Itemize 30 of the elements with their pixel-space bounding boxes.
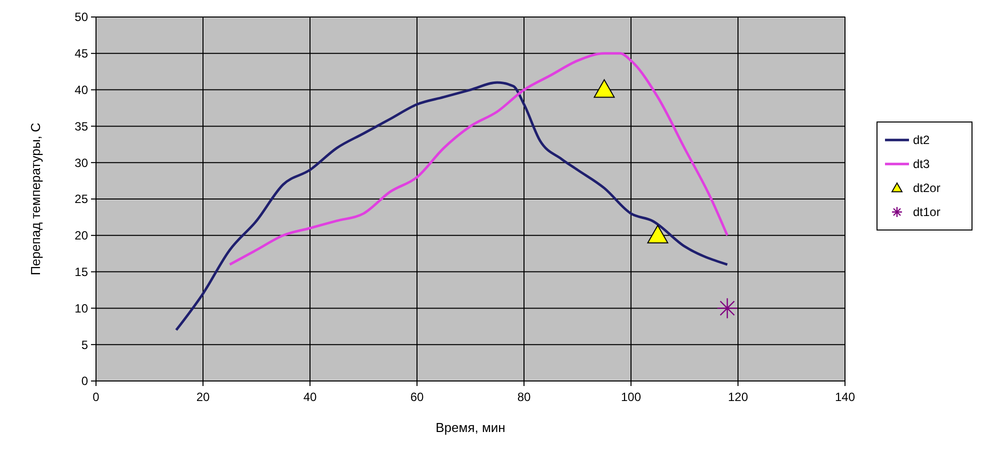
x-tick-label: 0 bbox=[92, 390, 100, 404]
y-tick-label: 25 bbox=[74, 192, 88, 206]
y-tick-label: 45 bbox=[74, 46, 88, 61]
legend-label: dt1or bbox=[913, 205, 940, 220]
y-tick-label: 15 bbox=[74, 265, 88, 279]
y-tick-label: 40 bbox=[74, 83, 88, 97]
x-tick-label: 140 bbox=[834, 390, 856, 404]
point bbox=[594, 79, 615, 98]
y-tick-label: 20 bbox=[74, 228, 88, 243]
y-tick-label: 35 bbox=[74, 119, 88, 134]
y-axis-title: Перепад температуры, С bbox=[28, 122, 43, 276]
legend-label: dt2or bbox=[913, 181, 940, 196]
legend-label: dt2 bbox=[913, 133, 930, 148]
x-tick-label: 120 bbox=[728, 390, 748, 404]
x-tick-label: 80 bbox=[517, 390, 531, 404]
y-tick-label: 50 bbox=[74, 10, 88, 24]
y-tick-label: 30 bbox=[74, 156, 88, 170]
x-tick-label: 60 bbox=[410, 390, 424, 404]
x-axis-title: Время, мин bbox=[436, 420, 506, 435]
line-series bbox=[175, 81, 729, 332]
legend-label: dt3 bbox=[913, 157, 930, 172]
point bbox=[716, 298, 738, 319]
y-tick-label: 5 bbox=[81, 338, 88, 352]
y-tick-label: 0 bbox=[81, 374, 88, 388]
line-series bbox=[228, 52, 729, 266]
x-tick-label: 20 bbox=[196, 390, 210, 404]
point bbox=[647, 224, 668, 244]
x-tick-label: 100 bbox=[620, 390, 642, 404]
x-tick-label: 40 bbox=[303, 390, 317, 404]
y-tick-label: 10 bbox=[74, 301, 88, 316]
